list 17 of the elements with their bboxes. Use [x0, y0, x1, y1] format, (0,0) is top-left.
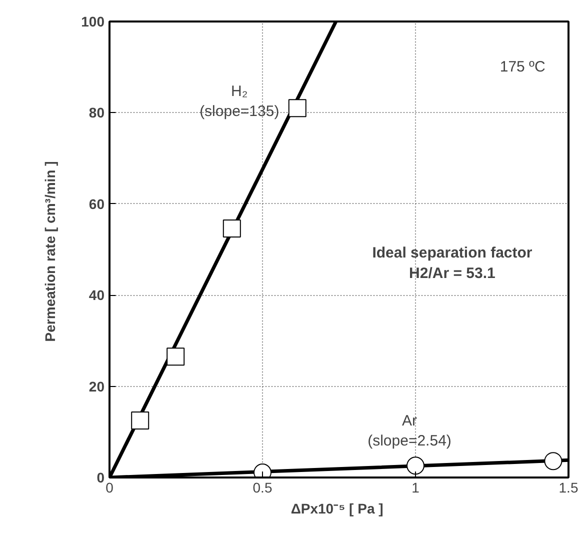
y-tick-label: 40 — [88, 287, 105, 304]
y-tick-label: 20 — [88, 378, 105, 394]
y-axis-title: Permeation rate [ cm³/min ] — [42, 161, 58, 342]
annotation: Ideal separation factor H2/Ar = 53.1 — [372, 244, 532, 282]
y-tick-label: 100 — [81, 14, 105, 30]
x-axis-title: ΔPx10⁻⁵ [ Pa ] — [290, 500, 384, 516]
annotation: 175 ºC — [500, 58, 546, 76]
series-label: Ar — [402, 412, 418, 430]
y-tick-label: 0 — [96, 470, 105, 486]
annotation: (slope=2.54) — [368, 432, 452, 450]
x-tick-label: 1.5 — [558, 480, 578, 496]
y-tick-label: 60 — [88, 196, 105, 212]
x-tick-label: 0.5 — [252, 480, 272, 496]
text: H₂ — [231, 83, 248, 100]
annotation: (slope=135) — [200, 103, 280, 120]
y-tick-label: 80 — [88, 104, 105, 121]
x-tick-label: 1 — [412, 480, 420, 496]
